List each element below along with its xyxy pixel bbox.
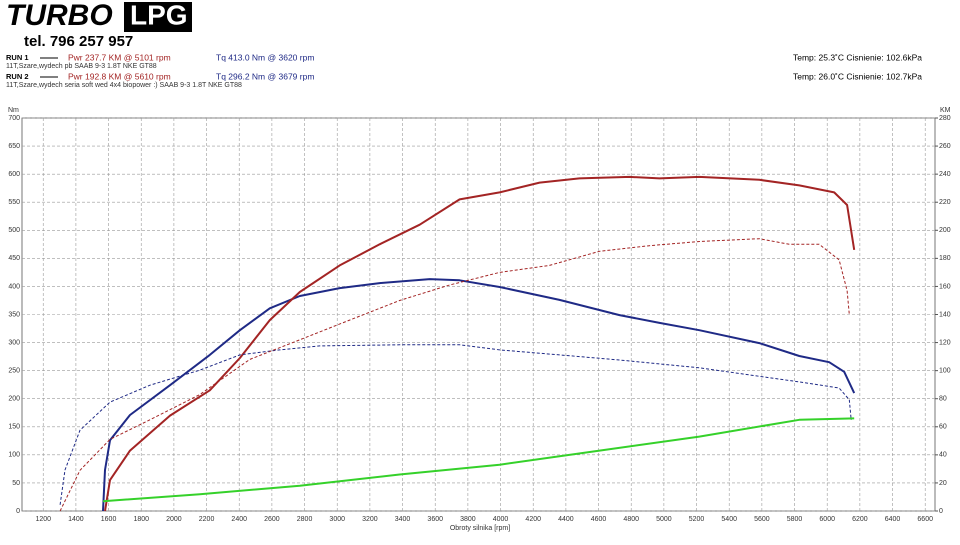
x-axis-label: Obroty silnika [rpm] bbox=[450, 525, 510, 532]
y2-tick-label: 160 bbox=[939, 283, 951, 290]
logo-box bbox=[124, 2, 192, 32]
series-line bbox=[59, 344, 852, 505]
y-tick-label: 0 bbox=[16, 508, 20, 515]
run-conditions: Temp: 25.3˚C Cisnienie: 102.6kPa bbox=[793, 52, 922, 62]
y-axis-label: Nm bbox=[8, 107, 19, 114]
x-tick-label: 6600 bbox=[917, 516, 933, 523]
y2-tick-label: 200 bbox=[939, 227, 951, 234]
y-tick-label: 650 bbox=[8, 143, 20, 150]
y2-tick-label: 280 bbox=[939, 115, 951, 122]
run-description: 11T,Szare,wydech pb SAAB 9-3 1.8T NKE GT… bbox=[6, 63, 157, 70]
series-line bbox=[104, 175, 856, 512]
run-power: Pwr 192.8 KM @ 5610 rpm bbox=[68, 71, 171, 81]
x-tick-label: 2200 bbox=[199, 516, 215, 523]
x-tick-label: 2800 bbox=[297, 516, 313, 523]
y2-tick-label: 60 bbox=[939, 424, 947, 431]
y2-tick-label: 0 bbox=[939, 508, 943, 515]
y-tick-label: 700 bbox=[8, 115, 20, 122]
x-tick-label: 1600 bbox=[101, 516, 117, 523]
x-tick-label: 5200 bbox=[689, 516, 705, 523]
x-tick-label: 3400 bbox=[395, 516, 411, 523]
y-tick-label: 600 bbox=[8, 171, 20, 178]
x-tick-label: 1800 bbox=[133, 516, 149, 523]
y-tick-label: 50 bbox=[12, 480, 20, 487]
phone: tel. 796 257 957 bbox=[24, 33, 133, 50]
y-tick-label: 500 bbox=[8, 227, 20, 234]
y2-tick-label: 180 bbox=[939, 255, 951, 262]
x-tick-label: 3000 bbox=[329, 516, 345, 523]
y-tick-label: 550 bbox=[8, 199, 20, 206]
x-tick-label: 5000 bbox=[656, 516, 672, 523]
series-line bbox=[59, 238, 850, 512]
y-tick-label: 150 bbox=[8, 424, 20, 431]
y2-tick-label: 140 bbox=[939, 311, 951, 318]
run-description: 11T,Szare,wydech seria soft wed 4x4 biop… bbox=[6, 82, 242, 89]
x-tick-label: 1400 bbox=[68, 516, 84, 523]
x-tick-label: 3200 bbox=[362, 516, 378, 523]
x-tick-label: 3800 bbox=[460, 516, 476, 523]
y-tick-label: 300 bbox=[8, 339, 20, 346]
x-tick-label: 5600 bbox=[754, 516, 770, 523]
run-torque: Tq 413.0 Nm @ 3620 rpm bbox=[216, 52, 314, 62]
series-line bbox=[102, 417, 855, 503]
x-tick-label: 4000 bbox=[493, 516, 509, 523]
run-conditions: Temp: 26.0˚C Cisnienie: 102.7kPa bbox=[793, 71, 922, 81]
x-tick-label: 4400 bbox=[558, 516, 574, 523]
logo-left: TURBO bbox=[6, 0, 113, 32]
x-tick-label: 4800 bbox=[623, 516, 639, 523]
y2-tick-label: 40 bbox=[939, 452, 947, 459]
y2-tick-label: 120 bbox=[939, 339, 951, 346]
y-tick-label: 400 bbox=[8, 283, 20, 290]
y2-tick-label: 260 bbox=[939, 143, 951, 150]
x-tick-label: 5800 bbox=[787, 516, 803, 523]
run-torque: Tq 296.2 Nm @ 3679 rpm bbox=[216, 71, 314, 81]
x-tick-label: 4600 bbox=[591, 516, 607, 523]
y2-tick-label: 80 bbox=[939, 396, 947, 403]
y-tick-label: 100 bbox=[8, 452, 20, 459]
x-tick-label: 3600 bbox=[427, 516, 443, 523]
y2-tick-label: 220 bbox=[939, 199, 951, 206]
x-tick-label: 6200 bbox=[852, 516, 868, 523]
y2-tick-label: 240 bbox=[939, 171, 951, 178]
y-tick-label: 350 bbox=[8, 311, 20, 318]
x-tick-label: 1200 bbox=[35, 516, 51, 523]
run-label: RUN 2 bbox=[6, 72, 29, 81]
y-tick-label: 200 bbox=[8, 396, 20, 403]
x-tick-label: 6000 bbox=[819, 516, 835, 523]
y2-axis-label: KM bbox=[940, 107, 951, 114]
x-tick-label: 4200 bbox=[525, 516, 541, 523]
y2-tick-label: 20 bbox=[939, 480, 947, 487]
run-power: Pwr 237.7 KM @ 5101 rpm bbox=[68, 52, 171, 62]
run-label: RUN 1 bbox=[6, 53, 29, 62]
series-line bbox=[102, 278, 856, 512]
x-tick-label: 2000 bbox=[166, 516, 182, 523]
x-tick-label: 5400 bbox=[721, 516, 737, 523]
x-tick-label: 6400 bbox=[885, 516, 901, 523]
y-tick-label: 250 bbox=[8, 367, 20, 374]
run-legend: RUN 1 Pwr 237.7 KM @ 5101 rpm Tq 413.0 Nm … bbox=[6, 52, 922, 89]
y-tick-label: 450 bbox=[8, 255, 20, 262]
x-tick-label: 2400 bbox=[231, 516, 247, 523]
y2-tick-label: 100 bbox=[939, 367, 951, 374]
x-tick-label: 2600 bbox=[264, 516, 280, 523]
logo-right: LPG bbox=[130, 0, 188, 30]
